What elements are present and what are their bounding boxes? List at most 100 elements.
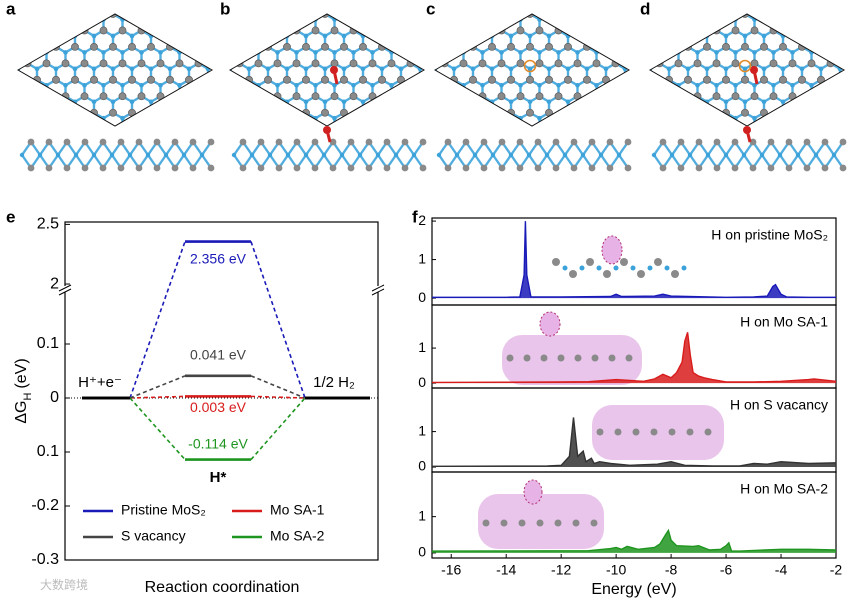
atom bbox=[761, 66, 767, 72]
atom bbox=[207, 10, 214, 17]
atom bbox=[387, 26, 396, 35]
atom bbox=[632, 50, 637, 55]
atom bbox=[349, 125, 358, 126]
bond bbox=[677, 95, 689, 103]
bond bbox=[624, 95, 629, 103]
atom bbox=[418, 132, 423, 137]
atom bbox=[460, 0, 467, 1]
atom bbox=[387, 125, 396, 126]
bond bbox=[606, 129, 616, 134]
atom bbox=[266, 1, 271, 6]
atom bbox=[722, 142, 729, 149]
bond bbox=[829, 45, 841, 54]
charge-density bbox=[592, 405, 724, 460]
atom bbox=[214, 27, 221, 34]
bond bbox=[549, 0, 559, 3]
atom bbox=[647, 265, 653, 271]
atom bbox=[340, 75, 348, 84]
atom bbox=[442, 17, 447, 22]
bond bbox=[416, 96, 426, 101]
atom bbox=[139, 83, 144, 88]
atom bbox=[204, 43, 212, 51]
bond bbox=[658, 45, 670, 54]
atom bbox=[695, 164, 703, 172]
bond bbox=[28, 129, 38, 134]
atom bbox=[177, 17, 182, 22]
atom bbox=[632, 83, 637, 88]
bond bbox=[481, 14, 493, 21]
atom bbox=[369, 0, 376, 1]
bond bbox=[207, 78, 212, 87]
atom bbox=[370, 115, 375, 121]
bond bbox=[650, 45, 661, 54]
atom bbox=[469, 14, 477, 18]
bond bbox=[578, 129, 588, 134]
bond bbox=[839, 45, 844, 54]
bond bbox=[93, 14, 105, 21]
atom bbox=[528, 132, 533, 137]
value-label: 0.041 eV bbox=[190, 347, 247, 363]
x-tick-label: -16 bbox=[441, 562, 461, 578]
bond bbox=[472, 14, 484, 21]
atom bbox=[92, 1, 97, 6]
atom bbox=[556, 83, 561, 88]
bond bbox=[540, 129, 550, 134]
bond bbox=[416, 47, 426, 52]
bond bbox=[238, 14, 250, 21]
bond bbox=[47, 129, 57, 134]
atom bbox=[731, 125, 740, 126]
atom bbox=[398, 66, 404, 72]
y-tick-label: 0.1 bbox=[37, 335, 59, 352]
atom bbox=[535, 92, 544, 101]
atom bbox=[118, 92, 127, 101]
bond bbox=[595, 95, 607, 103]
atom bbox=[803, 138, 811, 146]
atom bbox=[488, 108, 496, 117]
atom bbox=[194, 125, 203, 126]
bond bbox=[568, 129, 578, 134]
bond bbox=[218, 30, 228, 35]
atom bbox=[798, 75, 806, 84]
atom bbox=[110, 33, 116, 39]
atom bbox=[442, 83, 447, 88]
bond bbox=[259, 129, 269, 134]
bond bbox=[614, 111, 626, 120]
bond bbox=[18, 129, 28, 134]
atom bbox=[655, 125, 664, 126]
atom bbox=[387, 92, 396, 101]
atom bbox=[630, 265, 636, 271]
bond bbox=[381, 29, 393, 37]
atom bbox=[623, 1, 628, 6]
bond bbox=[559, 129, 569, 134]
atom bbox=[302, 43, 310, 51]
atom bbox=[575, 50, 580, 55]
bond bbox=[249, 129, 259, 134]
atom bbox=[809, 83, 814, 88]
atom bbox=[63, 138, 71, 146]
bond bbox=[605, 95, 617, 103]
bond bbox=[688, 129, 698, 134]
bond bbox=[142, 129, 152, 134]
atom bbox=[472, 152, 478, 158]
atom bbox=[674, 125, 683, 126]
atom bbox=[666, 33, 672, 39]
atom bbox=[311, 92, 320, 101]
atom bbox=[570, 138, 578, 146]
atom bbox=[137, 92, 146, 101]
bond bbox=[755, 0, 765, 3]
plot-frame bbox=[64, 221, 379, 561]
atom bbox=[537, 115, 542, 121]
bond bbox=[37, 0, 47, 3]
atom bbox=[218, 116, 223, 121]
atom bbox=[14, 142, 21, 149]
structures bbox=[14, 0, 847, 172]
panel-title: H on Mo SA-1 bbox=[740, 314, 828, 330]
atom bbox=[204, 14, 212, 18]
bond bbox=[576, 14, 588, 21]
atom bbox=[695, 17, 700, 22]
atom bbox=[156, 125, 165, 126]
atom bbox=[351, 17, 356, 22]
bond bbox=[28, 0, 38, 3]
bond bbox=[419, 29, 424, 37]
atom bbox=[61, 125, 70, 126]
